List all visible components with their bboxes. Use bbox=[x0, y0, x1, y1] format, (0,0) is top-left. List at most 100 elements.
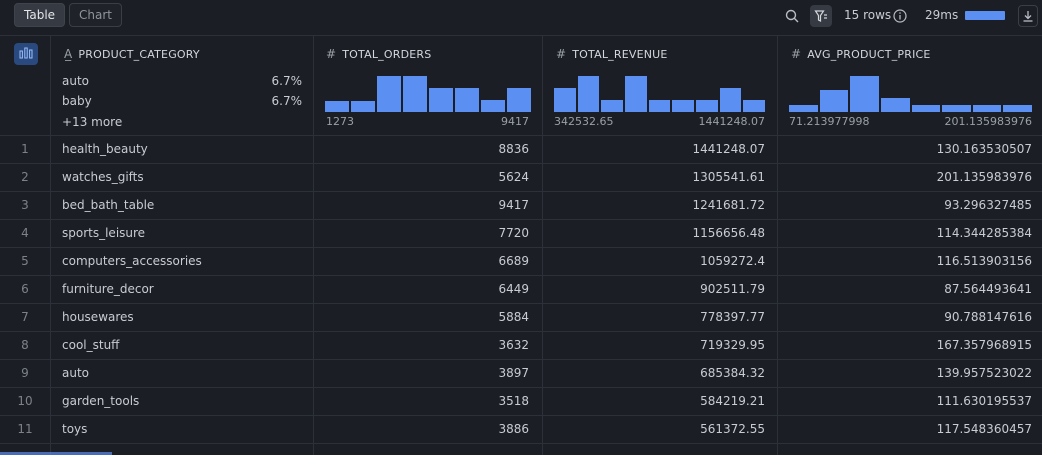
histogram-bar[interactable] bbox=[819, 90, 849, 112]
filter-icon[interactable] bbox=[810, 5, 832, 27]
table-row[interactable]: 9 auto 3897 685384.32 139.957523022 bbox=[0, 360, 1042, 388]
histogram-bar[interactable] bbox=[455, 87, 479, 112]
total-orders-cell[interactable]: 9417 bbox=[498, 198, 529, 212]
product-category-cell[interactable]: auto bbox=[62, 366, 90, 380]
total-orders-cell[interactable]: 6689 bbox=[498, 254, 529, 268]
top-value-label: auto bbox=[62, 74, 90, 88]
product-category-cell[interactable]: toys bbox=[62, 422, 88, 436]
column-header-avg-product-price[interactable]: # AVG_PRODUCT_PRICE bbox=[791, 47, 931, 61]
histogram-bar[interactable] bbox=[601, 100, 623, 112]
table-row[interactable]: 7 housewares 5884 778397.77 90.788147616 bbox=[0, 304, 1042, 332]
total-revenue-cell[interactable]: 1305541.61 bbox=[692, 170, 765, 184]
total-orders-cell[interactable]: 8836 bbox=[498, 142, 529, 156]
avg-product-price-cell[interactable]: 93.296327485 bbox=[944, 198, 1032, 212]
total-revenue-cell[interactable]: 685384.32 bbox=[700, 366, 765, 380]
histogram-bar[interactable] bbox=[850, 76, 879, 112]
histogram-bar[interactable] bbox=[743, 100, 765, 112]
column-histogram bbox=[325, 74, 531, 112]
histogram-bar[interactable] bbox=[325, 101, 349, 112]
row-index: 3 bbox=[21, 198, 29, 212]
histogram-bar[interactable] bbox=[972, 104, 1002, 112]
avg-product-price-cell[interactable]: 116.513903156 bbox=[936, 254, 1032, 268]
column-name: PRODUCT_CATEGORY bbox=[78, 47, 200, 61]
avg-product-price-cell[interactable]: 139.957523022 bbox=[936, 366, 1032, 380]
histogram-bar[interactable] bbox=[648, 100, 671, 112]
total-revenue-cell[interactable]: 1441248.07 bbox=[692, 142, 765, 156]
total-orders-cell[interactable]: 5884 bbox=[498, 310, 529, 324]
table-row[interactable]: 1 health_beauty 8836 1441248.07 130.16353050… bbox=[0, 136, 1042, 164]
histogram-bar[interactable] bbox=[429, 87, 453, 112]
histogram-bar[interactable] bbox=[1003, 104, 1032, 112]
histogram-bar[interactable] bbox=[351, 101, 375, 112]
histogram-bar[interactable] bbox=[403, 76, 427, 112]
avg-product-price-cell[interactable]: 117.548360457 bbox=[936, 422, 1032, 436]
product-category-cell[interactable]: furniture_decor bbox=[62, 282, 154, 296]
tab-chart[interactable]: Chart bbox=[69, 3, 122, 27]
histogram-bar[interactable] bbox=[789, 104, 818, 112]
histogram-bar[interactable] bbox=[696, 100, 718, 112]
histogram-bar[interactable] bbox=[507, 88, 531, 112]
avg-product-price-cell[interactable]: 90.788147616 bbox=[944, 310, 1032, 324]
histogram-bar[interactable] bbox=[911, 104, 941, 112]
histogram-bar[interactable] bbox=[577, 76, 600, 112]
avg-product-price-cell[interactable]: 130.163530507 bbox=[936, 142, 1032, 156]
product-category-cell[interactable]: computers_accessories bbox=[62, 254, 202, 268]
total-revenue-cell[interactable]: 902511.79 bbox=[700, 282, 765, 296]
total-revenue-cell[interactable]: 1156656.48 bbox=[692, 226, 765, 240]
total-revenue-cell[interactable]: 584219.21 bbox=[700, 394, 765, 408]
histogram-bar[interactable] bbox=[942, 104, 971, 112]
histogram-bar[interactable] bbox=[719, 88, 742, 112]
histogram-bar[interactable] bbox=[672, 100, 694, 112]
avg-product-price-cell[interactable]: 87.564493641 bbox=[944, 282, 1032, 296]
avg-product-price-cell[interactable]: 114.344285384 bbox=[936, 226, 1032, 240]
histogram-bar[interactable] bbox=[481, 100, 505, 112]
total-revenue-cell[interactable]: 561372.55 bbox=[700, 422, 765, 436]
table-row[interactable]: 2 watches_gifts 5624 1305541.61 201.13598397… bbox=[0, 164, 1042, 192]
product-category-cell[interactable]: watches_gifts bbox=[62, 170, 144, 184]
product-category-cell[interactable]: health_beauty bbox=[62, 142, 148, 156]
product-category-cell[interactable]: cool_stuff bbox=[62, 338, 120, 352]
product-category-cell[interactable]: bed_bath_table bbox=[62, 198, 155, 212]
avg-product-price-cell[interactable]: 111.630195537 bbox=[936, 394, 1032, 408]
table-row[interactable]: 4 sports_leisure 7720 1156656.48 114.3442853… bbox=[0, 220, 1042, 248]
total-orders-cell[interactable]: 5624 bbox=[498, 170, 529, 184]
table-row[interactable]: 3 bed_bath_table 9417 1241681.72 93.29632748… bbox=[0, 192, 1042, 220]
total-revenue-cell[interactable]: 1059272.4 bbox=[700, 254, 765, 268]
tab-table[interactable]: Table bbox=[14, 3, 66, 27]
info-icon[interactable] bbox=[890, 6, 910, 26]
row-index: 2 bbox=[21, 170, 29, 184]
column-header-total-orders[interactable]: # TOTAL_ORDERS bbox=[326, 47, 431, 61]
download-icon[interactable] bbox=[1018, 5, 1038, 27]
total-orders-cell[interactable]: 7720 bbox=[498, 226, 529, 240]
column-stats-toggle[interactable] bbox=[14, 43, 38, 65]
table-row[interactable]: 11 toys 3886 561372.55 117.548360457 bbox=[0, 416, 1042, 444]
histogram-bar[interactable] bbox=[880, 97, 910, 112]
column-header-total-revenue[interactable]: # TOTAL_REVENUE bbox=[556, 47, 668, 61]
avg-product-price-cell[interactable]: 167.357968915 bbox=[936, 338, 1032, 352]
table-row[interactable]: 6 furniture_decor 6449 902511.79 87.56449364… bbox=[0, 276, 1042, 304]
table-row[interactable]: 5 computers_accessories 6689 1059272.4 116.5… bbox=[0, 248, 1042, 276]
horizontal-scrollbar[interactable] bbox=[0, 452, 112, 455]
total-orders-cell[interactable]: 3897 bbox=[498, 366, 529, 380]
top-value-pct: 6.7% bbox=[271, 94, 303, 108]
search-icon[interactable] bbox=[782, 6, 802, 26]
total-revenue-cell[interactable]: 1241681.72 bbox=[692, 198, 765, 212]
product-category-cell[interactable]: housewares bbox=[62, 310, 134, 324]
total-orders-cell[interactable]: 3632 bbox=[498, 338, 529, 352]
histogram-bar[interactable] bbox=[377, 76, 401, 112]
product-category-cell[interactable]: garden_tools bbox=[62, 394, 140, 408]
column-name: TOTAL_REVENUE bbox=[572, 47, 668, 61]
table-row[interactable]: 8 cool_stuff 3632 719329.95 167.357968915 bbox=[0, 332, 1042, 360]
table-row[interactable]: 10 garden_tools 3518 584219.21 111.630195537 bbox=[0, 388, 1042, 416]
histogram-bar[interactable] bbox=[554, 88, 576, 112]
column-header-product-category[interactable]: A̲ PRODUCT_CATEGORY bbox=[64, 47, 200, 61]
product-category-cell[interactable]: sports_leisure bbox=[62, 226, 146, 240]
total-revenue-cell[interactable]: 719329.95 bbox=[700, 338, 765, 352]
avg-product-price-cell[interactable]: 201.135983976 bbox=[936, 170, 1032, 184]
total-orders-cell[interactable]: 3886 bbox=[498, 422, 529, 436]
total-orders-cell[interactable]: 3518 bbox=[498, 394, 529, 408]
histogram-bar[interactable] bbox=[625, 76, 647, 112]
total-orders-cell[interactable]: 6449 bbox=[498, 282, 529, 296]
more-values-link[interactable]: +13 more bbox=[62, 115, 123, 129]
total-revenue-cell[interactable]: 778397.77 bbox=[700, 310, 765, 324]
